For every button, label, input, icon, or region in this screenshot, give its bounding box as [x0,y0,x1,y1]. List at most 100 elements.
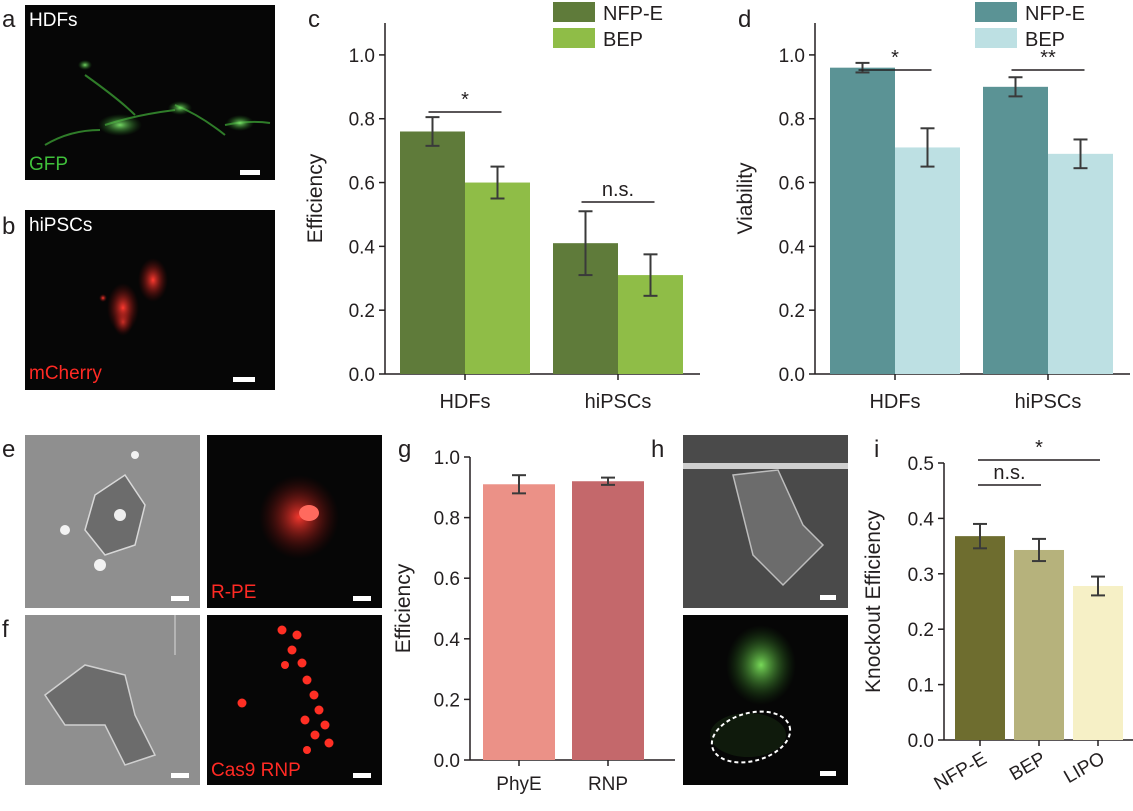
label-hipscs: hiPSCs [29,215,93,236]
y-tick-label: 0.0 [779,365,805,386]
legend-label-nfp-e: NFP-E [1025,3,1085,25]
micrograph-phase-h [683,435,848,608]
label-cas9-rnp: Cas9 RNP [211,760,301,781]
bar-phye [483,484,555,760]
scale-bar [353,773,371,778]
y-tick-label: 0.4 [779,237,806,258]
panel-letter-b: b [2,213,16,240]
legend-label-bep: BEP [1025,29,1065,51]
scale-bar [171,596,189,601]
significance-label: n.s. [993,462,1025,484]
scale-bar [171,773,189,778]
significance-label: * [891,47,899,69]
x-tick-label-bep: BEP [1006,748,1049,785]
y-tick-label: 0.8 [779,110,805,131]
y-tick-label: 0.6 [434,569,460,590]
phase-cells-image [683,463,848,587]
micrograph-cas9-rnp: Cas9 RNP [207,615,382,785]
bar-lipo [1073,585,1123,740]
phase-cells-image [60,451,146,571]
scale-bar [353,596,371,601]
y-tick-label: 1.0 [349,46,375,67]
y-tick-label: 0.8 [434,509,460,530]
panel-letter-c: c [308,6,320,33]
legend-swatch-bep [553,28,595,48]
x-tick-label-rnp: RNP [588,774,628,795]
significance-label: n.s. [602,179,634,201]
y-tick-label: 0.3 [908,565,934,586]
legend-swatch-bep [975,28,1017,48]
bar-nfp-e-hdfs [830,67,895,374]
y-tick-label: 0.2 [908,620,934,641]
y-tick-label: 0.8 [349,110,375,131]
micrograph-phase-e [25,435,200,608]
label-mcherry: mCherry [29,363,102,384]
label-gfp: GFP [29,154,69,175]
y-tick-label: 1.0 [434,448,460,469]
y-tick-label: 0.4 [349,237,376,258]
micrograph-rpe: R-PE [207,435,382,608]
x-tick-label-nfp-e: NFP-E [931,748,991,795]
y-tick-label: 1.0 [779,46,805,67]
phase-cells-image [43,615,176,766]
micrograph-gfp-h [683,615,848,785]
label-hdfs: HDFs [29,10,78,31]
scale-bar [233,377,255,382]
y-tick-label: 0.6 [779,174,805,195]
significance-label: * [461,89,469,111]
scale-bar [820,771,836,776]
y-tick-label: 0.0 [349,365,375,386]
legend-swatch-nfp-e [975,2,1017,22]
significance-label: * [1035,437,1043,459]
y-tick-label: 0.4 [908,509,935,530]
bar-nfp-e-hipscs [983,86,1048,375]
legend-swatch-nfp-e [553,2,595,22]
bar-rnp [572,481,644,760]
y-axis-title: Efficiency [304,153,327,243]
x-tick-label-phye: PhyE [496,774,541,795]
legend-label-bep: BEP [603,29,643,51]
bar-bep-hipscs [1048,153,1113,374]
panel-letter-e: e [2,436,16,463]
scale-bar [240,170,260,175]
micrograph-phase-f [25,615,200,785]
y-axis-title: Efficiency [392,563,415,653]
cas9-rnp-image [237,625,334,754]
scale-bar [820,595,836,600]
y-tick-label: 0.2 [434,690,460,711]
label-rpe: R-PE [211,582,257,603]
panel-letter-f: f [2,616,9,643]
y-tick-label: 0.6 [349,174,375,195]
bar-bep [1014,549,1064,740]
bar-bep-hdfs [465,182,530,374]
rpe-cells-image [259,475,339,559]
panel-letter-d: d [738,6,752,33]
y-tick-label: 0.1 [908,676,934,697]
y-tick-label: 0.2 [349,301,375,322]
bar-bep-hdfs [895,147,960,374]
bar-nfp-e [955,536,1005,740]
bar-nfp-e-hdfs [400,131,465,374]
x-tick-label-hipscs: hiPSCs [1015,391,1082,413]
x-tick-label-lipo: LIPO [1060,748,1108,788]
gfp-cells-image [44,60,271,146]
gfp-knockout-image [710,625,796,764]
panel-letter-h: h [651,436,665,463]
x-tick-label-hipscs: hiPSCs [585,391,652,413]
y-tick-label: 0.4 [434,630,461,651]
knockout-region-outline [710,710,792,764]
y-tick-label: 0.2 [779,301,805,322]
y-tick-label: 0.5 [908,454,934,475]
micrograph-hipscs-mcherry: hiPSCs mCherry [25,210,275,390]
significance-label: ** [1040,47,1056,69]
panel-letter-g: g [398,436,412,463]
mcherry-cells-image [99,258,168,336]
y-axis-title: Viability [734,162,757,234]
y-axis-title: Knockout Efficiency [862,510,885,693]
panel-letter-a: a [2,6,16,33]
y-tick-label: 0.0 [434,751,460,772]
